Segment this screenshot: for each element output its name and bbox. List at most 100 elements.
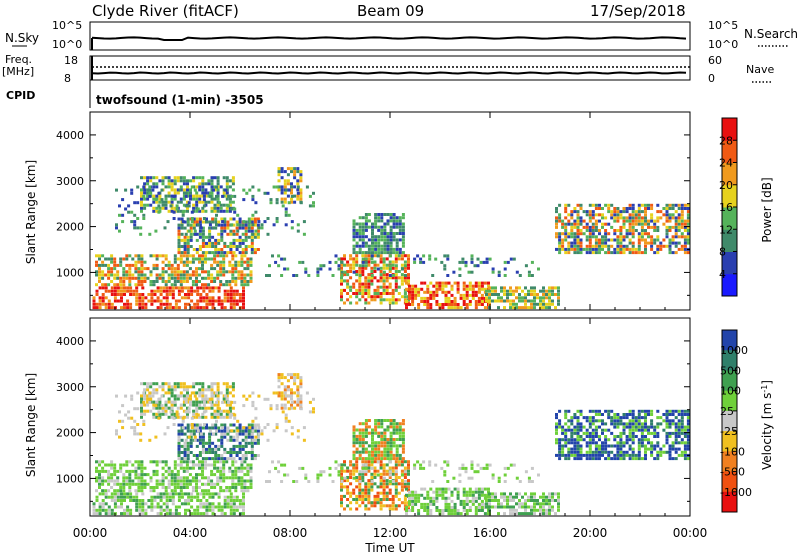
heatmap-cell [680, 210, 684, 214]
heatmap-cell [447, 496, 451, 500]
heatmap-cell [214, 286, 218, 290]
heatmap-cell [190, 426, 194, 430]
heatmap-cell [122, 276, 126, 280]
heatmap-cell [480, 284, 484, 288]
heatmap-cell [113, 505, 117, 509]
heatmap-cell [397, 504, 401, 508]
heatmap-cell [468, 493, 472, 497]
heatmap-cell [530, 499, 533, 502]
heatmap-cell [167, 209, 171, 213]
heatmap-cell [293, 373, 297, 377]
heatmap-cell [222, 267, 226, 271]
heatmap-cell [450, 284, 454, 288]
heatmap-cell [134, 276, 138, 280]
heatmap-cell [280, 397, 284, 401]
heatmap-cell [515, 306, 518, 310]
heatmap-cell [380, 232, 384, 235]
heatmap-cell [177, 423, 181, 427]
y-tick-label: 2000 [56, 221, 84, 234]
heatmap-cell [159, 286, 163, 290]
heatmap-cell [576, 232, 580, 236]
heatmap-cell [579, 447, 583, 451]
heatmap-cell [167, 267, 171, 271]
heatmap-cell [432, 502, 436, 506]
heatmap-cell [256, 438, 260, 442]
heatmap-cell [222, 203, 226, 207]
heatmap-cell [238, 226, 242, 230]
heatmap-cell [619, 438, 623, 442]
heatmap-cell [242, 299, 245, 303]
heatmap-cell [604, 222, 608, 226]
heatmap-cell [226, 426, 230, 430]
heatmap-cell [674, 232, 678, 236]
heatmap-cell [485, 299, 488, 303]
heatmap-cell [113, 286, 117, 290]
heatmap-cell [374, 238, 378, 242]
heatmap-cell [647, 219, 650, 223]
heatmap-cell [470, 257, 474, 261]
heatmap-cell [474, 306, 478, 310]
heatmap-cell [683, 247, 687, 251]
heatmap-cell [107, 479, 111, 483]
heatmap-cell [113, 473, 117, 477]
heatmap-cell [231, 482, 235, 486]
heatmap-cell [459, 306, 463, 310]
heatmap-cell [225, 283, 229, 287]
heatmap-cell [173, 482, 177, 486]
heatmap-cell [202, 289, 206, 293]
heatmap-cell [172, 210, 176, 214]
heatmap-cell [253, 454, 257, 457]
heatmap-cell [142, 217, 146, 220]
heatmap-cell [474, 509, 478, 512]
heatmap-cell [557, 293, 560, 296]
heatmap-cell [628, 435, 632, 438]
heatmap-cell [395, 238, 399, 242]
heatmap-cell [530, 492, 533, 496]
heatmap-cell [588, 203, 592, 207]
heatmap-cell [598, 447, 601, 451]
heatmap-cell [246, 267, 250, 271]
heatmap-cell [161, 385, 165, 389]
heatmap-cell [573, 222, 577, 226]
heatmap-cell [607, 238, 611, 242]
heatmap-cell [246, 466, 250, 470]
heatmap-cell [98, 267, 101, 271]
heatmap-cell [182, 194, 186, 198]
heatmap-cell [210, 267, 214, 271]
heatmap-cell [201, 469, 204, 473]
heatmap-cell [140, 276, 144, 280]
heatmap-cell [226, 223, 230, 227]
heatmap-cell [210, 206, 214, 210]
heatmap-cell [226, 451, 230, 454]
heatmap-cell [207, 200, 211, 204]
heatmap-cell [170, 473, 174, 477]
heatmap-cell [616, 219, 620, 223]
heatmap-cell [126, 286, 130, 290]
heatmap-cell [188, 460, 192, 464]
heatmap-cell [364, 213, 368, 216]
heatmap-cell [238, 296, 242, 300]
heatmap-cell [170, 476, 174, 480]
heatmap-cell [656, 416, 660, 420]
heatmap-cell [401, 267, 404, 271]
heatmap-cell [474, 293, 478, 297]
heatmap-cell [471, 502, 475, 506]
heatmap-cell [619, 441, 623, 445]
heatmap-cell [361, 292, 365, 295]
heatmap-cell [616, 241, 620, 245]
heatmap-cell [195, 267, 198, 271]
heatmap-cell [176, 191, 180, 195]
heatmap-cell [234, 482, 238, 486]
heatmap-cell [604, 241, 608, 245]
heatmap-cell [137, 479, 141, 483]
heatmap-cell [181, 210, 185, 214]
heatmap-cell [214, 457, 218, 461]
heatmap-cell [610, 210, 614, 214]
heatmap-cell [582, 247, 586, 251]
heatmap-cell [468, 490, 472, 494]
heatmap-cell [162, 502, 166, 506]
heatmap-cell [242, 492, 245, 496]
heatmap-cell [179, 482, 183, 486]
heatmap-cell [182, 385, 186, 389]
heatmap-cell [382, 469, 386, 473]
